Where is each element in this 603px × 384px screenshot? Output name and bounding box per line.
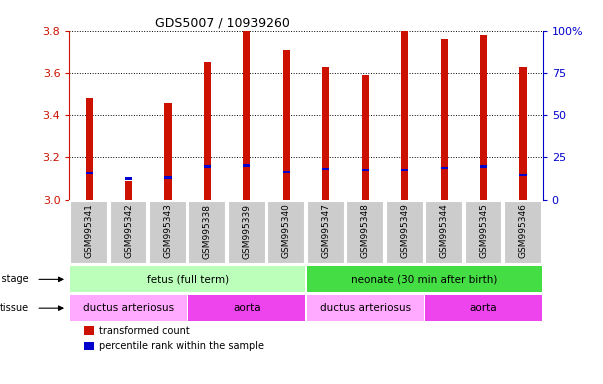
- Bar: [165, 176, 171, 179]
- Text: aorta: aorta: [233, 303, 260, 313]
- FancyBboxPatch shape: [307, 201, 345, 264]
- FancyBboxPatch shape: [70, 266, 305, 292]
- FancyBboxPatch shape: [504, 201, 542, 264]
- Text: GSM995341: GSM995341: [84, 204, 93, 258]
- Bar: [283, 50, 290, 200]
- FancyBboxPatch shape: [425, 201, 463, 264]
- Bar: [243, 31, 250, 200]
- FancyBboxPatch shape: [267, 201, 305, 264]
- Bar: [480, 35, 487, 200]
- Bar: [165, 103, 171, 200]
- Bar: [204, 62, 211, 200]
- Bar: [86, 98, 93, 200]
- Text: GSM995339: GSM995339: [242, 204, 251, 258]
- Text: neonate (30 min after birth): neonate (30 min after birth): [351, 274, 497, 285]
- Text: development stage: development stage: [0, 274, 29, 285]
- Bar: [125, 177, 132, 180]
- Bar: [283, 171, 290, 173]
- Text: GSM995340: GSM995340: [282, 204, 291, 258]
- FancyBboxPatch shape: [346, 201, 384, 264]
- FancyBboxPatch shape: [307, 266, 542, 292]
- Bar: [322, 167, 329, 170]
- Text: percentile rank within the sample: percentile rank within the sample: [99, 341, 264, 351]
- Text: ductus arteriosus: ductus arteriosus: [320, 303, 411, 313]
- Bar: [441, 39, 447, 200]
- Text: GSM995349: GSM995349: [400, 204, 409, 258]
- FancyBboxPatch shape: [228, 201, 266, 264]
- FancyBboxPatch shape: [425, 295, 542, 321]
- Bar: [322, 66, 329, 200]
- Text: GSM995342: GSM995342: [124, 204, 133, 258]
- Text: fetus (full term): fetus (full term): [147, 274, 229, 285]
- Text: transformed count: transformed count: [99, 326, 189, 336]
- FancyBboxPatch shape: [386, 201, 423, 264]
- Text: aorta: aorta: [470, 303, 497, 313]
- Bar: [362, 169, 369, 171]
- Bar: [243, 164, 250, 167]
- Bar: [441, 167, 447, 169]
- Bar: [204, 166, 211, 168]
- Bar: [86, 172, 93, 174]
- Text: GSM995344: GSM995344: [440, 204, 449, 258]
- Bar: [519, 174, 526, 177]
- Bar: [362, 75, 369, 200]
- Text: GSM995347: GSM995347: [321, 204, 330, 258]
- FancyBboxPatch shape: [149, 201, 187, 264]
- Bar: [401, 31, 408, 200]
- FancyBboxPatch shape: [70, 295, 187, 321]
- FancyBboxPatch shape: [189, 295, 305, 321]
- Text: GSM995343: GSM995343: [163, 204, 172, 258]
- Text: GDS5007 / 10939260: GDS5007 / 10939260: [154, 17, 289, 30]
- Bar: [401, 169, 408, 171]
- FancyBboxPatch shape: [70, 201, 108, 264]
- Text: tissue: tissue: [0, 303, 29, 313]
- Bar: [84, 326, 94, 335]
- FancyBboxPatch shape: [464, 201, 502, 264]
- Bar: [84, 342, 94, 350]
- Bar: [519, 66, 526, 200]
- FancyBboxPatch shape: [307, 295, 423, 321]
- Bar: [125, 180, 132, 200]
- FancyBboxPatch shape: [110, 201, 148, 264]
- Text: GSM995348: GSM995348: [361, 204, 370, 258]
- Text: GSM995338: GSM995338: [203, 204, 212, 258]
- FancyBboxPatch shape: [189, 201, 226, 264]
- Text: ductus arteriosus: ductus arteriosus: [83, 303, 174, 313]
- Text: GSM995345: GSM995345: [479, 204, 488, 258]
- Bar: [480, 166, 487, 168]
- Text: GSM995346: GSM995346: [519, 204, 528, 258]
